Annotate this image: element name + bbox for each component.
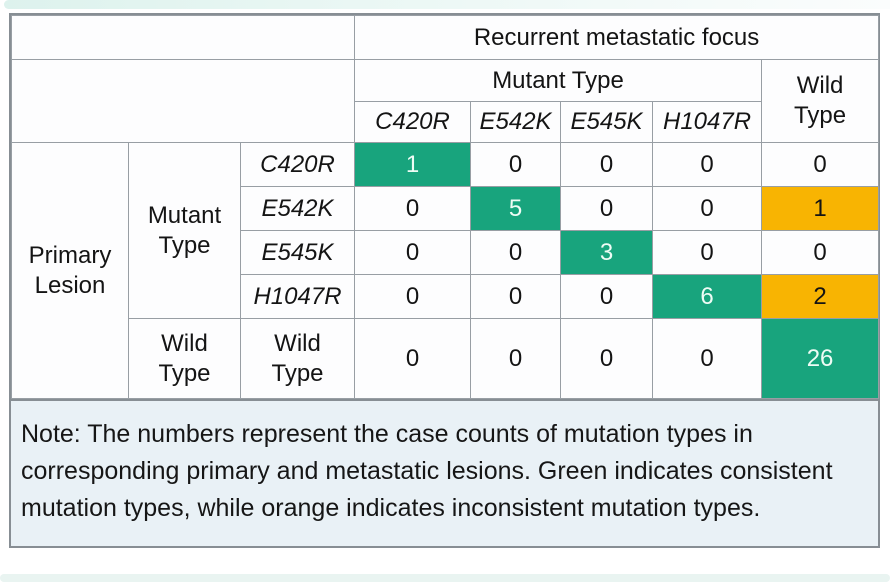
empty-corner-cell xyxy=(10,59,356,143)
data-cell: 0 xyxy=(470,142,562,187)
data-cell: 2 xyxy=(761,274,880,319)
data-cell: 0 xyxy=(354,186,472,231)
data-cell: 0 xyxy=(652,230,763,275)
column-header-h1047r: H1047R xyxy=(652,101,763,143)
data-cell: 0 xyxy=(560,318,654,399)
data-cell: 0 xyxy=(354,274,472,319)
data-cell: 0 xyxy=(652,318,763,399)
data-cell: 3 xyxy=(560,230,654,275)
top-accent-bar xyxy=(4,0,890,9)
data-cell: 26 xyxy=(761,318,880,399)
mutation-concordance-table-frame: Recurrent metastatic focus Mutant Type W… xyxy=(9,13,880,548)
data-cell: 0 xyxy=(470,318,562,399)
data-cell: 1 xyxy=(354,142,472,187)
column-header-wild-type: Wild Type xyxy=(761,59,880,143)
row-label-wild-type: Wild Type xyxy=(239,318,356,399)
table-row: Wild Type Wild Type 0 0 0 0 26 xyxy=(12,318,880,399)
column-header-c420r: C420R xyxy=(354,101,472,143)
data-cell: 0 xyxy=(560,274,654,319)
column-header-e542k: E542K xyxy=(470,101,562,143)
column-header-e545k: E545K xyxy=(560,101,654,143)
data-cell: 5 xyxy=(470,186,562,231)
row-label-e545k: E545K xyxy=(239,230,356,275)
column-group-header-recurrent-metastatic-focus: Recurrent metastatic focus xyxy=(354,15,880,60)
bottom-accent-bar xyxy=(0,574,890,582)
table-row: Primary Lesion Mutant Type C420R 1 0 0 0… xyxy=(11,142,880,399)
data-cell: 0 xyxy=(761,142,880,187)
empty-corner-cell xyxy=(10,15,356,60)
data-cell: 0 xyxy=(652,186,763,231)
column-subgroup-header-mutant-type: Mutant Type xyxy=(354,59,763,102)
data-cell: 0 xyxy=(560,186,654,231)
row-label-c420r: C420R xyxy=(239,142,356,187)
data-cell: 1 xyxy=(761,186,880,231)
data-cell: 6 xyxy=(652,274,763,319)
mutation-concordance-table: Recurrent metastatic focus Mutant Type W… xyxy=(10,15,880,399)
table-row: H1047R 0 0 0 6 2 xyxy=(12,274,880,319)
table-note: Note: The numbers represent the case cou… xyxy=(11,399,878,546)
data-cell: 0 xyxy=(470,230,562,275)
row-subgroup-header-wild-type: Wild Type xyxy=(128,318,241,399)
table-row: E545K 0 0 3 0 0 xyxy=(12,230,880,275)
data-cell: 0 xyxy=(761,230,880,275)
row-subgroup-header-mutant-type: Mutant Type xyxy=(128,142,241,319)
table-row: E542K 0 5 0 0 1 xyxy=(12,186,880,231)
data-cell: 0 xyxy=(652,142,763,187)
data-cell: 0 xyxy=(354,318,472,399)
data-cell: 0 xyxy=(470,274,562,319)
row-group-header-primary-lesion: Primary Lesion xyxy=(11,142,129,399)
row-label-e542k: E542K xyxy=(239,186,356,231)
row-label-h1047r: H1047R xyxy=(239,274,356,319)
data-cell: 0 xyxy=(354,230,472,275)
data-cell: 0 xyxy=(560,142,654,187)
